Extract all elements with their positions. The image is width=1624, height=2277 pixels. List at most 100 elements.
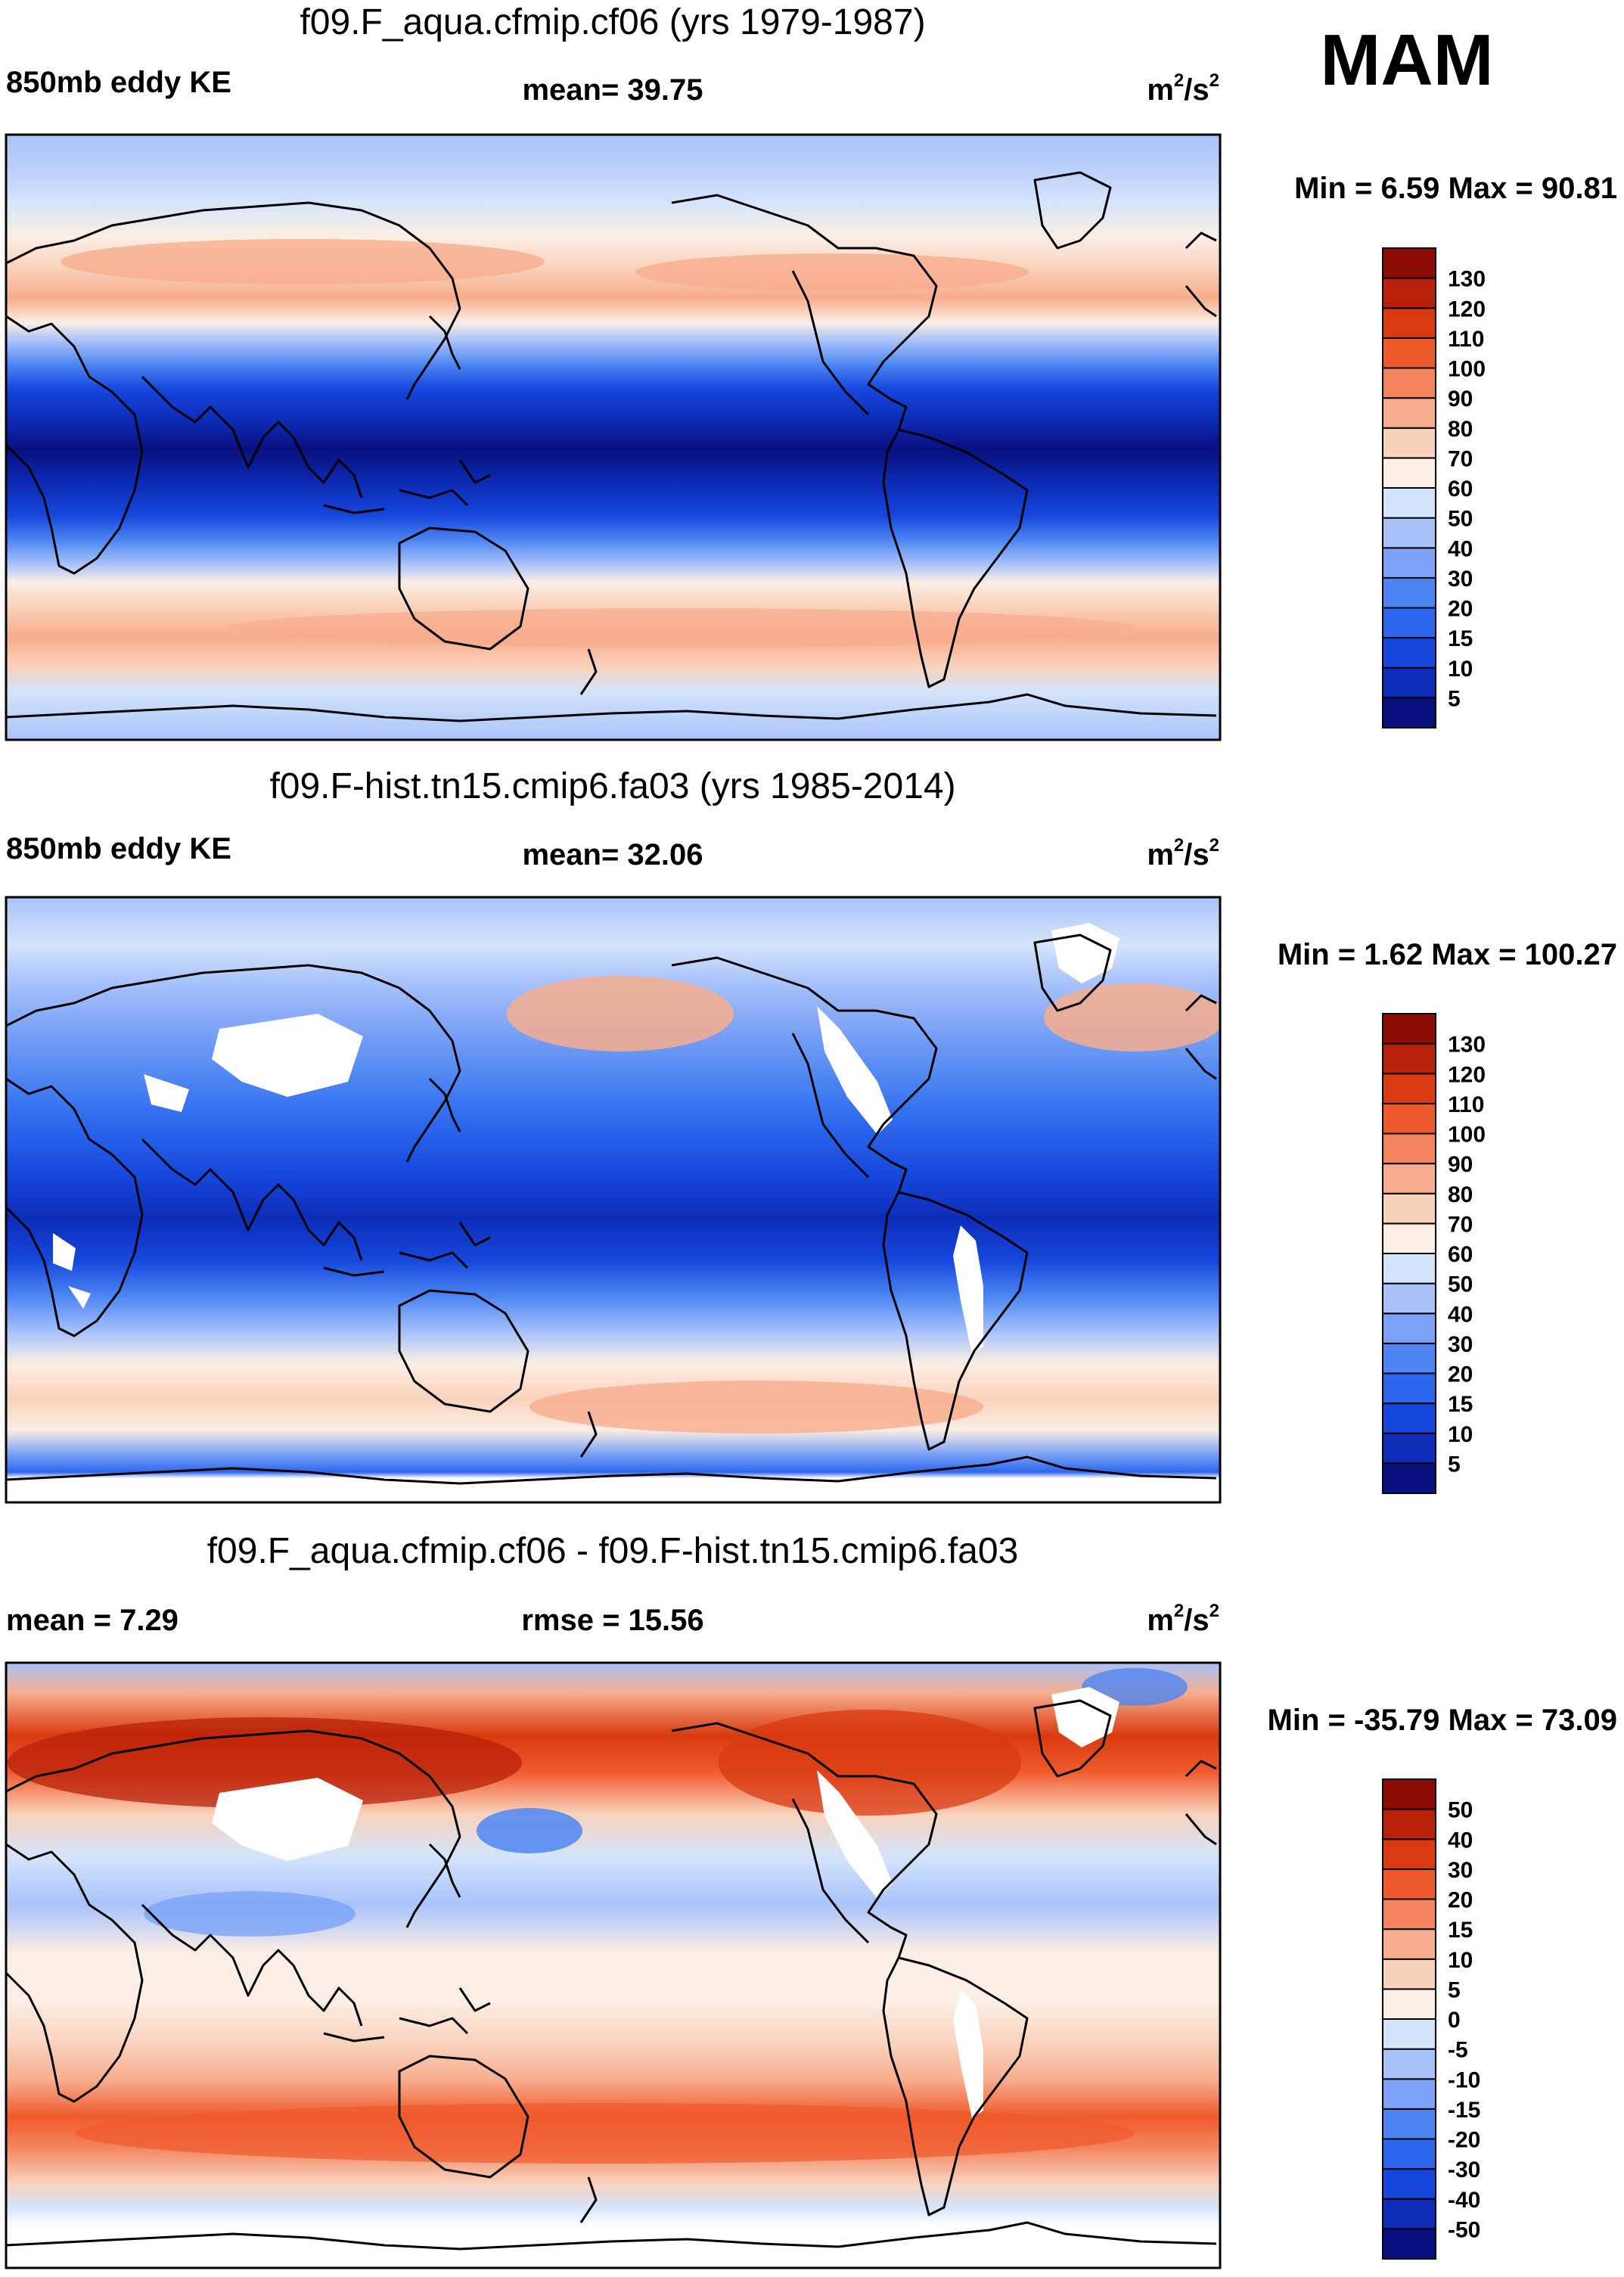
colorbar-2-tick-7: 60 <box>1448 1242 1473 1267</box>
colorbar-1-tick-4: 30 <box>1448 567 1473 592</box>
panel-2-title: f09.F-hist.tn15.cmip6.fa03 (yrs 1985-201… <box>269 766 955 806</box>
panel-1-title: f09.F_aqua.cfmip.cf06 (yrs 1979-1987) <box>300 2 925 42</box>
panel-2-mask-east-africa <box>68 1286 91 1309</box>
panel-3-mean: mean = 7.29 <box>6 1604 179 1637</box>
colorbar-2: 5 10 15 20 30 40 50 60 70 80 90 100 110 120 130 <box>1382 1013 1486 1494</box>
colorbar-3-swatch-10 <box>1382 1928 1436 1960</box>
colorbar-1-tick-9: 80 <box>1448 417 1473 442</box>
colorbar-2-swatch-13 <box>1382 1073 1436 1104</box>
colorbar-3-tick-8: 5 <box>1448 1977 1461 2002</box>
colorbar-1-tick-6: 50 <box>1448 507 1473 532</box>
colorbar-2-swatch-1 <box>1382 1432 1436 1465</box>
panel-3: f09.F_aqua.cfmip.cf06 - f09.F-hist.tn15.… <box>5 1531 1617 2269</box>
colorbar-2-swatch-9 <box>1382 1192 1436 1225</box>
colorbar-1-swatch-7 <box>1382 487 1436 519</box>
panel-2-mask-ethiopia <box>53 1233 76 1271</box>
colorbar-3-tick-13: 40 <box>1448 1828 1473 1853</box>
panel-1: f09.F_aqua.cfmip.cf06 (yrs 1979-1987) 85… <box>5 2 1617 741</box>
panel-3-minmax: Min = -35.79 Max = 73.09 <box>1268 1704 1617 1737</box>
colorbar-3-tick-12: 30 <box>1448 1858 1473 1883</box>
colorbar-3-swatch-7 <box>1382 2018 1436 2050</box>
panel-3-southern-positive <box>76 2103 1135 2164</box>
colorbar-2-swatch-7 <box>1382 1253 1436 1285</box>
colorbar-1-swatch-10 <box>1382 397 1436 429</box>
colorbar-3-tick-14: 50 <box>1448 1798 1473 1823</box>
season-label: MAM <box>1320 20 1493 101</box>
colorbar-2-tick-8: 70 <box>1448 1212 1473 1237</box>
colorbar-3-tick-10: 15 <box>1448 1918 1473 1943</box>
colorbar-3-swatch-4 <box>1382 2108 1436 2140</box>
panel-2-mask-tibet <box>212 1014 363 1097</box>
colorbar-3-tick-9: 10 <box>1448 1948 1473 1973</box>
panel-2-pacific-storm-track <box>507 976 734 1052</box>
panel-2-southern-storm-track <box>529 1381 983 1434</box>
panel-1-minmax: Min = 6.59 Max = 90.81 <box>1294 172 1617 205</box>
panel-1-storm-track-north <box>61 239 545 284</box>
colorbar-2-swatch-11 <box>1382 1132 1436 1165</box>
colorbar-1: 5 10 15 20 30 40 50 60 70 80 90 100 110 120 130 <box>1382 247 1486 728</box>
colorbar-3-swatch-8 <box>1382 1988 1436 2020</box>
colorbar-1-tick-1: 10 <box>1448 657 1473 682</box>
colorbar-1-swatch-2 <box>1382 637 1436 669</box>
colorbar-2-tick-1: 10 <box>1448 1422 1473 1447</box>
colorbar-1-swatch-15 <box>1382 247 1436 279</box>
colorbar-1-swatch-8 <box>1382 457 1436 489</box>
panel-1-field <box>6 135 1220 740</box>
colorbar-2-swatch-4 <box>1382 1342 1436 1375</box>
panel-1-storm-track-south <box>227 608 1135 648</box>
panel-3-namerica-positive <box>719 1710 1021 1816</box>
colorbar-3-swatch-3 <box>1382 2138 1436 2170</box>
colorbar-1-swatch-1 <box>1382 666 1436 699</box>
panel-1-units: m2/s2 <box>1147 70 1219 107</box>
colorbar-3-swatch-5 <box>1382 2078 1436 2110</box>
panel-2-mean: mean= 32.06 <box>522 838 703 871</box>
colorbar-3-swatch-6 <box>1382 2048 1436 2080</box>
colorbar-1-swatch-11 <box>1382 367 1436 399</box>
colorbar-1-tick-14: 130 <box>1448 267 1486 292</box>
colorbar-2-tick-4: 30 <box>1448 1332 1473 1357</box>
panel-2: f09.F-hist.tn15.cmip6.fa03 (yrs 1985-201… <box>5 766 1617 1504</box>
colorbar-3-tick-6: -5 <box>1448 2038 1468 2063</box>
colorbar-3-swatch-2 <box>1382 2168 1436 2200</box>
colorbar-2-swatch-15 <box>1382 1013 1436 1045</box>
colorbar-2-swatch-10 <box>1382 1163 1436 1194</box>
colorbar-2-tick-6: 50 <box>1448 1272 1473 1297</box>
colorbar-3-tick-7: 0 <box>1448 2008 1461 2033</box>
colorbar-3-swatch-12 <box>1382 1868 1436 1900</box>
colorbar-1-swatch-14 <box>1382 277 1436 309</box>
panel-1-map <box>6 135 1220 740</box>
colorbar-1-tick-7: 60 <box>1448 477 1473 502</box>
colorbar-3-tick-4: -15 <box>1448 2098 1480 2123</box>
colorbar-1-tick-11: 100 <box>1448 357 1486 382</box>
colorbar-2-tick-0: 5 <box>1448 1452 1461 1477</box>
panel-3-mask-rockies <box>817 1770 893 1899</box>
colorbar-2-swatch-14 <box>1382 1042 1436 1075</box>
panel-1-storm-track-north-2 <box>635 253 1029 291</box>
colorbar-2-swatch-5 <box>1382 1312 1436 1344</box>
colorbar-2-tick-13: 120 <box>1448 1062 1486 1087</box>
colorbar-1-tick-0: 5 <box>1448 686 1461 711</box>
panel-3-rmse: rmse = 15.56 <box>521 1604 703 1637</box>
panel-2-left-label: 850mb eddy KE <box>6 832 231 865</box>
colorbar-3-swatch-15 <box>1382 1778 1436 1810</box>
panel-3-frame <box>5 1661 1222 2269</box>
panel-3-mask-andes <box>953 1990 983 2118</box>
panel-2-map <box>6 897 1220 1502</box>
colorbar-1-swatch-3 <box>1382 607 1436 639</box>
panel-3-mask-tibet <box>212 1778 363 1861</box>
colorbar-1-tick-3: 20 <box>1448 597 1473 622</box>
colorbar-1-tick-13: 120 <box>1448 297 1486 322</box>
colorbar-1-swatch-13 <box>1382 307 1436 339</box>
colorbar-1-tick-12: 110 <box>1448 327 1484 352</box>
colorbar-1-swatch-12 <box>1382 337 1436 369</box>
panel-2-atlantic-storm-track <box>1044 983 1220 1052</box>
colorbar-2-tick-2: 15 <box>1448 1392 1473 1417</box>
colorbar-2-swatch-12 <box>1382 1102 1436 1135</box>
panel-1-mean: mean= 39.75 <box>522 73 703 107</box>
colorbar-1-tick-2: 15 <box>1448 626 1473 651</box>
colorbar-3-swatch-11 <box>1382 1898 1436 1931</box>
panel-3-map <box>6 1663 1220 2268</box>
colorbar-1-tick-8: 70 <box>1448 446 1473 471</box>
